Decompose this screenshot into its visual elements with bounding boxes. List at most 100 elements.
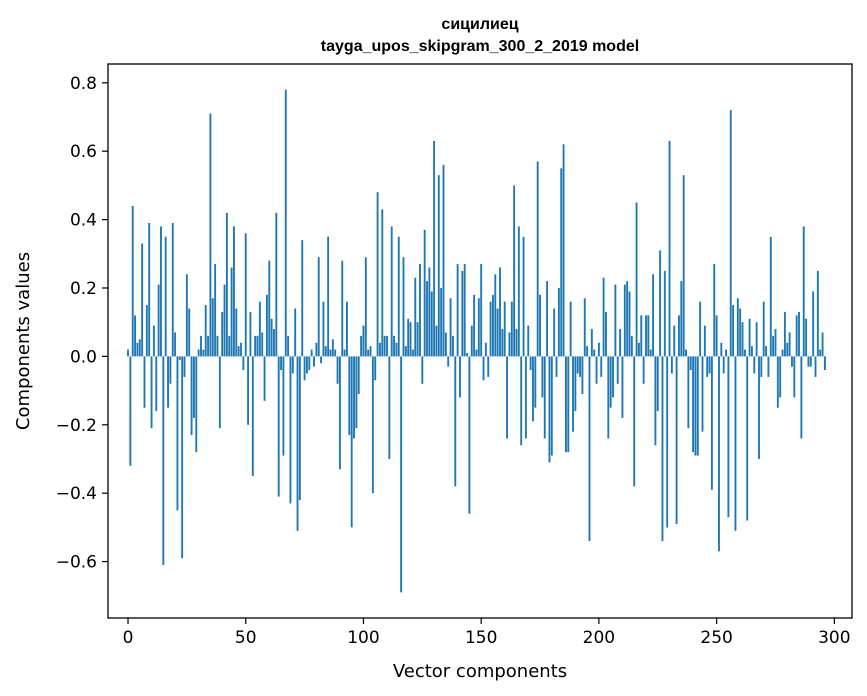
bar [616, 356, 619, 384]
bar [670, 356, 673, 374]
x-tick-label: 100 [347, 628, 379, 648]
y-tick-label: 0.2 [70, 279, 97, 299]
bar [708, 356, 711, 374]
bar [338, 356, 341, 470]
bar [402, 257, 405, 357]
bar [626, 281, 629, 357]
bar [732, 305, 735, 357]
bar [355, 356, 358, 429]
bar [244, 233, 247, 357]
bar [162, 356, 165, 565]
bar [496, 308, 499, 357]
bar [774, 329, 777, 357]
bar [522, 236, 525, 357]
bar [635, 202, 638, 357]
bar [404, 346, 407, 357]
bar [762, 301, 765, 357]
bar [656, 356, 659, 412]
bar [564, 356, 567, 453]
bar [673, 325, 676, 357]
bar [353, 356, 355, 439]
bar [376, 192, 379, 357]
bar [419, 264, 421, 357]
bar [727, 356, 730, 518]
chart-subtitle: tayga_upos_skipgram_300_2_2019 model [321, 38, 639, 55]
bar [369, 346, 372, 357]
bar [487, 356, 490, 377]
bar [148, 223, 151, 357]
bar [621, 356, 624, 418]
bar [228, 335, 231, 357]
bar [689, 356, 692, 371]
bar [661, 356, 664, 542]
bar [437, 175, 440, 357]
bar [475, 349, 478, 357]
bar [614, 284, 617, 357]
bar [819, 349, 822, 357]
bar [223, 284, 226, 357]
bar [654, 356, 657, 446]
bar [195, 356, 198, 453]
bar [605, 311, 607, 357]
bar [433, 140, 436, 357]
bar [492, 294, 494, 357]
bar [506, 356, 509, 439]
bar [482, 356, 485, 381]
x-tick-label: 250 [700, 628, 732, 648]
bar [765, 346, 767, 357]
bar [390, 226, 393, 357]
bar [178, 356, 181, 360]
bar [289, 356, 292, 504]
bar [484, 342, 487, 357]
bar [600, 356, 603, 377]
bar [821, 332, 824, 357]
bar [748, 318, 751, 357]
bar [567, 356, 570, 453]
bar [204, 305, 207, 357]
bar [265, 294, 268, 357]
bar [296, 356, 299, 531]
ticks-group: 0 50 100 150 200 250 300 −0.6 −0.4 −0.2 0.0 0.2 0.4 0… [56, 74, 851, 648]
bar [127, 349, 129, 357]
bar [630, 335, 633, 357]
bar [628, 291, 631, 357]
bar [581, 356, 584, 395]
bar [715, 315, 718, 357]
bar [682, 175, 685, 357]
bar [548, 356, 551, 463]
bar [569, 301, 572, 357]
bar [546, 281, 549, 357]
bar [746, 356, 749, 521]
bar [454, 356, 457, 487]
y-tick-label: −0.6 [56, 553, 97, 573]
bar [579, 356, 581, 377]
bar [202, 349, 205, 357]
bar [736, 298, 739, 357]
bar [642, 356, 645, 384]
bar [155, 356, 158, 412]
bar [809, 356, 812, 367]
bar [364, 257, 367, 357]
bar [706, 356, 709, 377]
bar [440, 287, 443, 357]
bar [310, 349, 313, 357]
bar [350, 356, 353, 528]
bar [524, 356, 527, 439]
y-tick-label: 0.8 [70, 74, 97, 94]
bar [145, 305, 148, 357]
bar [647, 315, 650, 357]
bar [477, 298, 480, 357]
bar [463, 264, 466, 357]
bar [411, 349, 414, 357]
bar [678, 315, 680, 357]
bar [447, 356, 450, 367]
bar [157, 284, 160, 357]
bar [225, 212, 228, 357]
bar [322, 301, 325, 357]
bar [788, 332, 791, 357]
bar [247, 356, 250, 425]
bar [197, 349, 200, 357]
bar [421, 356, 424, 384]
x-tick-label: 150 [465, 628, 497, 648]
